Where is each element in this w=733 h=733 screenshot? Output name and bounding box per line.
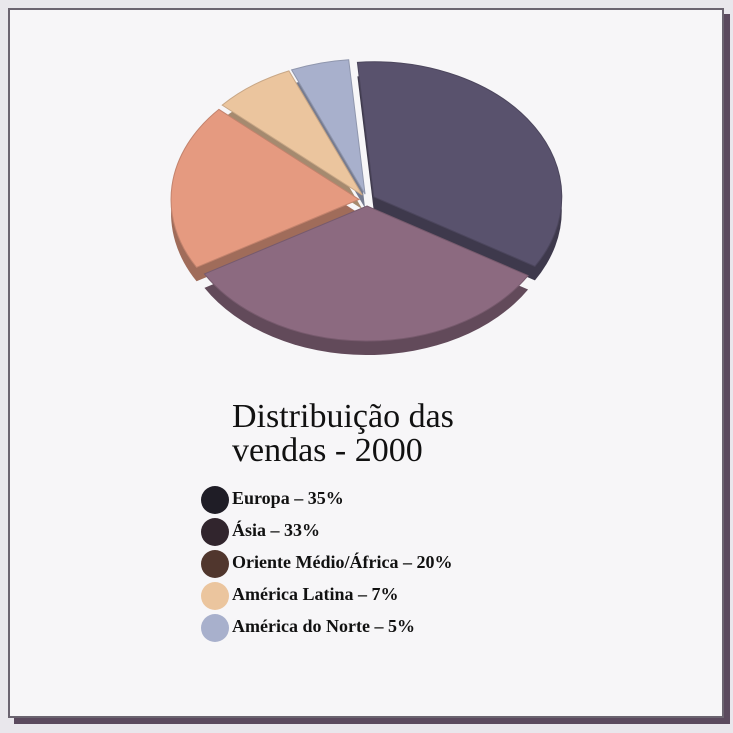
legend-marker	[201, 614, 229, 642]
slice	[170, 108, 361, 268]
legend-label: Europa – 35%	[232, 488, 344, 508]
slice	[290, 59, 366, 195]
legend-marker	[201, 550, 229, 578]
legend-label: Oriente Médio/África – 20%	[232, 552, 453, 572]
slice	[203, 205, 529, 342]
slice	[221, 70, 363, 196]
legend-marker	[201, 582, 229, 610]
legend-label: América do Norte – 5%	[232, 616, 415, 636]
legend-label: Ásia – 33%	[232, 520, 321, 540]
legend-label: América Latina – 7%	[232, 584, 399, 604]
legend-marker	[201, 518, 229, 546]
legend-marker	[201, 486, 229, 514]
chart-title: Distribuição das vendas - 2000	[232, 398, 454, 469]
slice	[356, 61, 563, 267]
